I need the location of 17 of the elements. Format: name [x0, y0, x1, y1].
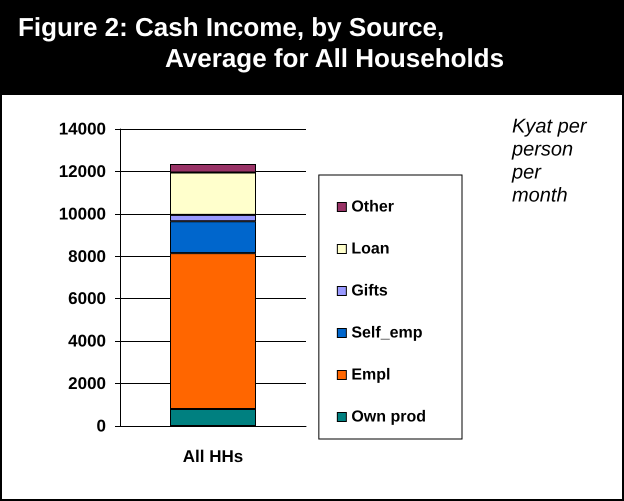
legend-label: Self_emp	[351, 324, 423, 342]
y-tick-label: 4000	[68, 332, 106, 351]
chart-title: Figure 2: Cash Income, by Source, Average for All Households	[18, 12, 506, 74]
legend-label: Gifts	[351, 282, 388, 300]
y-tick-label: 6000	[68, 289, 106, 308]
y-tick-label: 10000	[58, 204, 106, 224]
x-tick-label: All HHs	[182, 447, 244, 466]
y-tick-label: 12000	[58, 162, 106, 181]
legend-label: Other	[351, 198, 394, 216]
legend-label: Loan	[351, 240, 390, 258]
y-tick-label: 2000	[68, 374, 106, 394]
y-tick-label: 14000	[58, 120, 106, 138]
legend-label: Own prod	[351, 408, 426, 426]
legend-label: Empl	[351, 366, 390, 384]
text: Kyat per person per month	[511, 116, 592, 206]
y-tick-label: 8000	[68, 246, 106, 266]
y-tick-label: 0	[96, 416, 106, 436]
